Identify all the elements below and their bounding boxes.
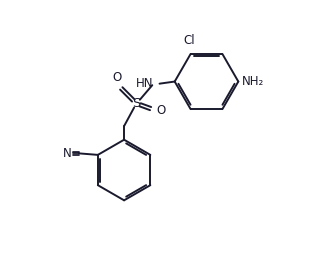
Text: S: S [132,97,140,110]
Text: Cl: Cl [183,34,195,47]
Text: O: O [112,71,121,84]
Text: O: O [156,104,165,117]
Text: N: N [63,147,72,160]
Text: HN: HN [135,76,153,90]
Text: NH₂: NH₂ [242,75,264,88]
